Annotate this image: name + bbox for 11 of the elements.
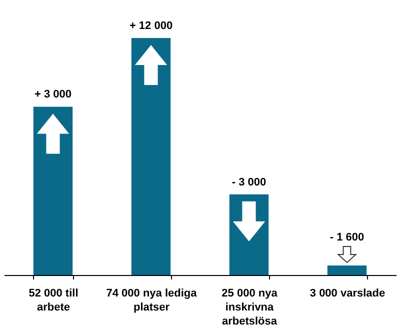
annotation: - 3 000 (232, 176, 266, 188)
bar (327, 266, 367, 275)
annotation: - 1 600 (330, 232, 364, 244)
bar (33, 106, 73, 275)
annotation: + 12 000 (129, 20, 173, 32)
x-tick-label: 3 000 varslade (310, 288, 386, 300)
x-tick-label: 25 000 nya inskrivna arbetslösa (222, 288, 278, 328)
bar (131, 38, 171, 275)
annotation: + 3 000 (34, 88, 72, 101)
x-tick-label: 74 000 nya lediga platser (106, 288, 198, 314)
x-tick-label: 52 000 till arbete (28, 288, 78, 314)
